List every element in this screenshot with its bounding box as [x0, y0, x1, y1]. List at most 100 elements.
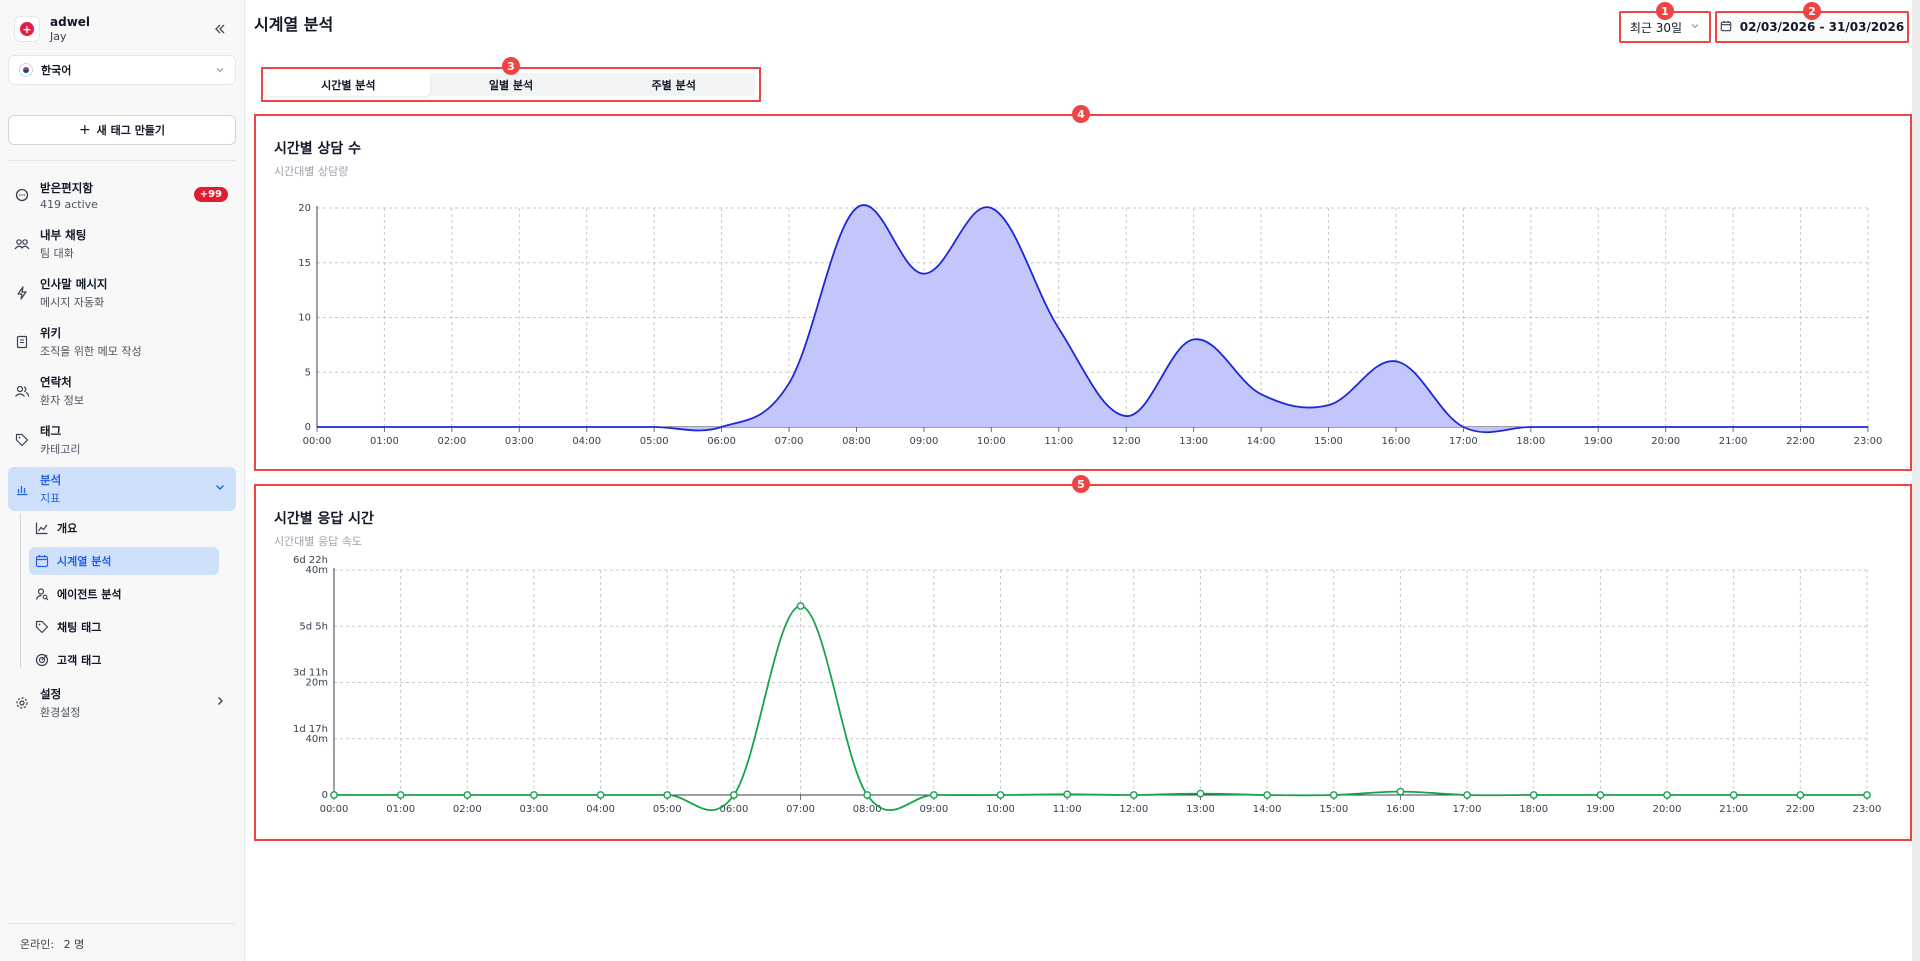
- sidebar-item-inbox[interactable]: 받은편지함 419 active +99: [8, 173, 236, 217]
- data-point: [929, 791, 938, 799]
- tab-weekly[interactable]: 주별 분석: [651, 78, 696, 92]
- x-tick-label: 04:00: [572, 436, 601, 447]
- chat-bubble-icon: [14, 187, 30, 203]
- x-tick-label: 12:00: [1112, 436, 1141, 447]
- data-point: [1729, 791, 1738, 799]
- chart-subtitle: 시간대별 응답 속도: [274, 535, 362, 548]
- annotation-marker: 4: [1072, 105, 1090, 123]
- x-tick-label: 10:00: [986, 804, 1015, 815]
- x-tick-label: 12:00: [1119, 804, 1148, 815]
- area-fill: [317, 205, 1868, 433]
- sidebar-item-contacts[interactable]: 연락처 환자 정보: [8, 369, 236, 413]
- y-tick-label: 6d 22h 40m: [293, 555, 328, 576]
- chevron-right-icon: [214, 695, 226, 710]
- sidebar-item-sublabel: 환자 정보: [40, 394, 84, 407]
- sidebar: + adwel Jay 한국어 + 새 태그 만들기 받은편지함 419 acti…: [0, 0, 245, 961]
- sidebar-item-tags[interactable]: 태그 카테고리: [8, 418, 236, 462]
- y-tick-line: 0: [322, 790, 328, 801]
- date-range-value: 02/03/2026 - 31/03/2026: [1739, 20, 1905, 34]
- y-tick-label: 15: [298, 258, 311, 269]
- sidebar-item-greetings[interactable]: 인사말 메시지 메시지 자동화: [8, 271, 236, 315]
- subnav-item-time-series[interactable]: 시계열 분석: [29, 547, 219, 575]
- subnav-item-overview[interactable]: 개요: [29, 514, 219, 542]
- x-tick-label: 22:00: [1786, 804, 1815, 815]
- calendar-icon: [1720, 20, 1732, 35]
- annotation-marker: 2: [1803, 2, 1821, 20]
- chevron-down-icon: [215, 64, 225, 78]
- x-tick-label: 00:00: [320, 804, 349, 815]
- data-point: [1796, 791, 1805, 799]
- sidebar-item-internal-chat[interactable]: 내부 채팅 팀 대화: [8, 222, 236, 266]
- subnav-item-agent[interactable]: 에이전트 분석: [29, 580, 219, 608]
- x-tick-label: 13:00: [1186, 804, 1215, 815]
- online-status: 온라인: 2 명: [8, 923, 236, 952]
- sidebar-item-sublabel: 메시지 자동화: [40, 296, 105, 309]
- sidebar-item-sublabel: 조직을 위한 메모 작성: [40, 345, 142, 358]
- subnav-item-chat-tags[interactable]: 채팅 태그: [29, 613, 219, 641]
- new-tag-button[interactable]: + 새 태그 만들기: [8, 115, 236, 145]
- y-tick-label: 20: [298, 203, 311, 214]
- target-icon: [35, 653, 49, 667]
- data-point: [1196, 789, 1205, 798]
- y-tick-label: 0: [322, 790, 328, 801]
- x-tick-label: 03:00: [505, 436, 534, 447]
- data-point: [1529, 791, 1538, 799]
- user-name: Jay: [50, 30, 67, 43]
- x-tick-label: 09:00: [919, 804, 948, 815]
- x-tick-label: 19:00: [1584, 436, 1613, 447]
- sidebar-item-wiki[interactable]: 위키 조직을 위한 메모 작성: [8, 320, 236, 364]
- x-tick-label: 07:00: [775, 436, 804, 447]
- y-tick-line: 3d 11h: [293, 668, 328, 679]
- x-tick-label: 20:00: [1651, 436, 1680, 447]
- sidebar-item-label: 내부 채팅: [40, 228, 87, 242]
- plus-icon: +: [78, 122, 91, 138]
- y-tick-label: 0: [305, 422, 311, 433]
- subnav-item-customer-tags[interactable]: 고객 태그: [29, 646, 219, 674]
- subnav-item-label: 에이전트 분석: [57, 588, 122, 601]
- chart-title: 시간별 응답 시간: [274, 511, 374, 527]
- chevron-down-icon: [214, 481, 226, 496]
- x-tick-label: 11:00: [1044, 436, 1073, 447]
- y-tick-label: 10: [298, 313, 311, 324]
- data-point: [1463, 791, 1471, 799]
- bar-chart-icon: [14, 481, 30, 497]
- sidebar-item-settings[interactable]: 설정 환경설정: [8, 681, 236, 725]
- chart-subtitle: 시간대별 상담량: [274, 165, 349, 178]
- x-tick-label: 00:00: [303, 436, 332, 447]
- language-label: 한국어: [41, 64, 72, 77]
- x-tick-label: 01:00: [370, 436, 399, 447]
- cross-icon: +: [20, 22, 34, 36]
- subnav-item-label: 고객 태그: [57, 654, 102, 667]
- window-edge: [1912, 0, 1920, 961]
- org-header[interactable]: + adwel Jay: [14, 14, 234, 44]
- data-point: [996, 791, 1005, 799]
- sidebar-item-analytics[interactable]: 분석 지표: [8, 467, 236, 511]
- x-tick-label: 22:00: [1786, 436, 1815, 447]
- sidebar-item-label: 설정: [40, 687, 62, 701]
- online-count: 2 명: [63, 938, 85, 951]
- page-title: 시계열 분석: [254, 15, 334, 34]
- x-tick-label: 15:00: [1319, 804, 1348, 815]
- collapse-sidebar-icon[interactable]: [210, 19, 230, 39]
- x-tick-label: 19:00: [1586, 804, 1615, 815]
- tab-hourly[interactable]: 시간별 분석: [267, 73, 430, 96]
- x-tick-label: 16:00: [1386, 804, 1415, 815]
- data-point: [1129, 791, 1138, 799]
- y-tick-line: 0: [305, 422, 311, 433]
- x-tick-label: 11:00: [1053, 804, 1082, 815]
- y-tick-line: 20: [298, 203, 311, 214]
- sidebar-item-sublabel: 카테고리: [40, 443, 81, 456]
- x-tick-label: 08:00: [853, 804, 882, 815]
- x-tick-label: 23:00: [1853, 804, 1882, 815]
- data-point: [1329, 791, 1338, 799]
- tab-daily[interactable]: 일별 분석: [488, 78, 534, 92]
- org-logo: +: [14, 16, 40, 42]
- x-tick-label: 14:00: [1253, 804, 1282, 815]
- x-tick-label: 08:00: [842, 436, 871, 447]
- x-tick-label: 17:00: [1449, 436, 1478, 447]
- new-tag-label: 새 태그 만들기: [96, 124, 166, 137]
- x-tick-label: 16:00: [1382, 436, 1411, 447]
- x-tick-label: 14:00: [1247, 436, 1276, 447]
- language-select[interactable]: 한국어: [8, 55, 236, 85]
